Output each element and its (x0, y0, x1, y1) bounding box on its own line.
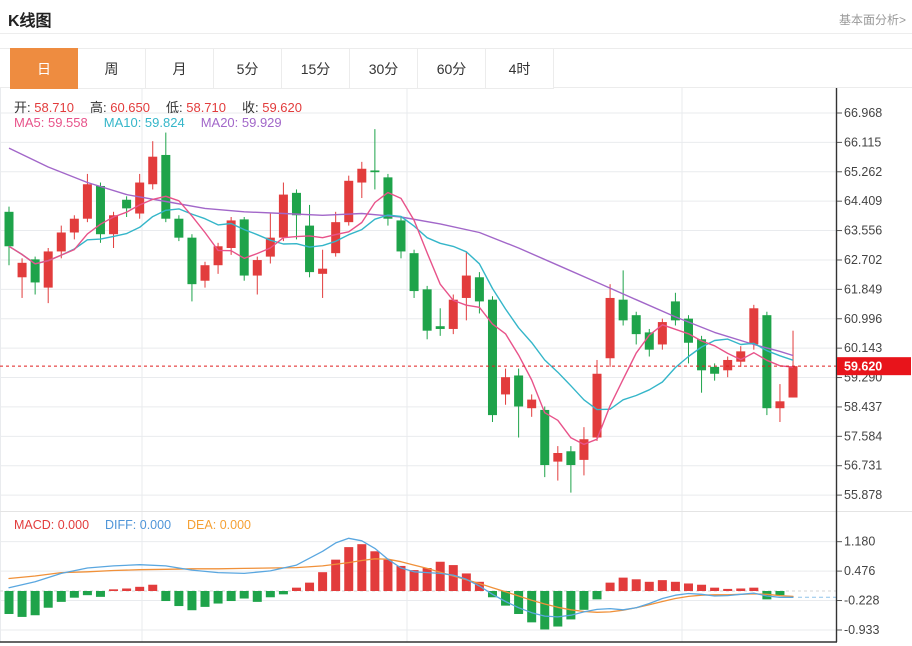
svg-text:60.143: 60.143 (844, 341, 882, 355)
svg-text:0.476: 0.476 (844, 564, 875, 578)
svg-text:1.180: 1.180 (844, 535, 875, 549)
svg-text:59.620: 59.620 (844, 360, 882, 374)
svg-text:58.437: 58.437 (844, 400, 882, 414)
svg-text:66.968: 66.968 (844, 106, 882, 120)
tab-timeframe-6[interactable]: 30分 (350, 48, 418, 89)
tab-timeframe-8[interactable]: 4时 (486, 48, 554, 89)
current-price-badge: 59.620 (837, 357, 911, 376)
page-title: K线图 (8, 13, 52, 30)
tab-timeframe-1[interactable]: 日 (10, 48, 78, 89)
tab-timeframe-5[interactable]: 15分 (282, 48, 350, 89)
timeframe-tabs: 日周月 5分 15分 30分 60分 4时 (10, 48, 554, 89)
timeframe-tabbar: 日周月 5分 15分 30分 60分 4时 (0, 48, 912, 89)
svg-text:64.409: 64.409 (844, 194, 882, 208)
diff-line (8, 537, 794, 618)
svg-text:56.731: 56.731 (844, 459, 882, 473)
svg-text:-0.933: -0.933 (844, 623, 879, 637)
tab-timeframe-3[interactable]: 月 (146, 48, 214, 89)
header: K线图 基本面分析> (0, 0, 912, 33)
grid-layer (0, 88, 912, 642)
chart-area: 66.968 66.115 65.262 64.409 63.556 62.702 61.8… (0, 88, 912, 643)
svg-text:-0.228: -0.228 (844, 594, 879, 608)
svg-text:63.556: 63.556 (844, 224, 882, 238)
tab-timeframe-2[interactable]: 周 (78, 48, 146, 89)
candles-layer (4, 129, 798, 493)
fundamental-analysis-link[interactable]: 基本面分析> (838, 13, 906, 27)
svg-text:62.702: 62.702 (844, 253, 882, 267)
ma5-line (8, 191, 794, 446)
dea-line (8, 558, 794, 613)
svg-text:55.878: 55.878 (844, 488, 882, 502)
svg-text:60.996: 60.996 (844, 312, 882, 326)
kline-chart[interactable]: 66.968 66.115 65.262 64.409 63.556 62.702 61.8… (0, 88, 912, 643)
svg-text:65.262: 65.262 (844, 165, 882, 179)
svg-text:66.115: 66.115 (844, 135, 881, 149)
tab-timeframe-4[interactable]: 5分 (214, 48, 282, 89)
ma20-line (8, 147, 794, 357)
header-divider (0, 33, 912, 34)
svg-text:61.849: 61.849 (844, 282, 882, 296)
tab-timeframe-7[interactable]: 60分 (418, 48, 486, 89)
macd-histogram (4, 544, 785, 630)
ma10-line (8, 208, 794, 411)
svg-text:57.584: 57.584 (844, 429, 882, 443)
price-axis-labels: 66.968 66.115 65.262 64.409 63.556 62.702 61.8… (837, 106, 882, 637)
